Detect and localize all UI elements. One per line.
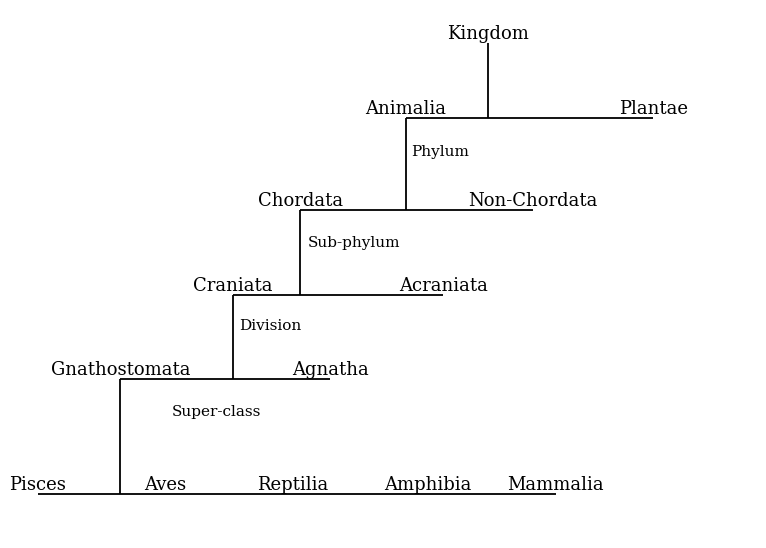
Text: Sub-phylum: Sub-phylum bbox=[308, 236, 401, 250]
Text: Plantae: Plantae bbox=[619, 100, 688, 118]
Text: Gnathostomata: Gnathostomata bbox=[51, 361, 190, 379]
Text: Mammalia: Mammalia bbox=[507, 476, 604, 494]
Text: Reptilia: Reptilia bbox=[257, 476, 329, 494]
Text: Acraniata: Acraniata bbox=[398, 277, 487, 295]
Text: Amphibia: Amphibia bbox=[385, 476, 472, 494]
Text: Agnatha: Agnatha bbox=[292, 361, 368, 379]
Text: Aves: Aves bbox=[144, 476, 186, 494]
Text: Pisces: Pisces bbox=[9, 476, 66, 494]
Text: Division: Division bbox=[239, 319, 301, 333]
Text: Kingdom: Kingdom bbox=[447, 25, 529, 43]
Text: Super-class: Super-class bbox=[172, 405, 260, 419]
Text: Phylum: Phylum bbox=[411, 145, 470, 158]
Text: Non-Chordata: Non-Chordata bbox=[469, 192, 597, 209]
Text: Chordata: Chordata bbox=[258, 192, 343, 209]
Text: Animalia: Animalia bbox=[365, 100, 446, 118]
Text: Craniata: Craniata bbox=[193, 277, 273, 295]
